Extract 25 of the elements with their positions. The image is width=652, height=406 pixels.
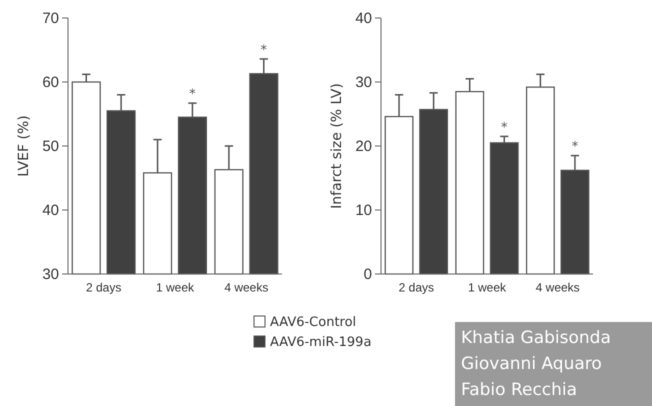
y-tick-label: 40 [355,10,372,27]
x-tick-label: 1 week [156,280,196,294]
y-tick-label: 50 [42,138,59,155]
x-tick-label: 4 weeks [224,280,268,294]
x-tick-label: 2 days [86,280,122,294]
text: Khatia Gabisonda Giovanni Aquaro Fabio Recchia [461,328,611,400]
y-tick-label: 70 [42,10,59,27]
y-tick-label: 10 [355,202,372,219]
y-tick-label: 30 [42,266,59,283]
y-tick-label: 30 [355,74,372,91]
annotation: * [260,43,268,58]
y-tick-label: 60 [42,74,59,91]
annotation: * [572,140,579,155]
annotation: * [501,120,508,136]
y-tick-label: 40 [42,202,59,219]
y-axis-title: LVEF (%) [16,115,32,177]
y-tick-label: 20 [355,138,372,155]
annotation: * [189,87,196,102]
x-tick-label: 2 days [398,280,434,294]
legend-label: AAV6-Control [270,315,356,330]
x-tick-label: 4 weeks [536,280,580,294]
legend-label: AAV6-miR-199a [270,335,372,350]
y-tick-label: 0 [364,266,372,283]
x-tick-label: 1 week [468,280,508,294]
y-axis-title: Infarct size (% LV) [329,83,345,209]
